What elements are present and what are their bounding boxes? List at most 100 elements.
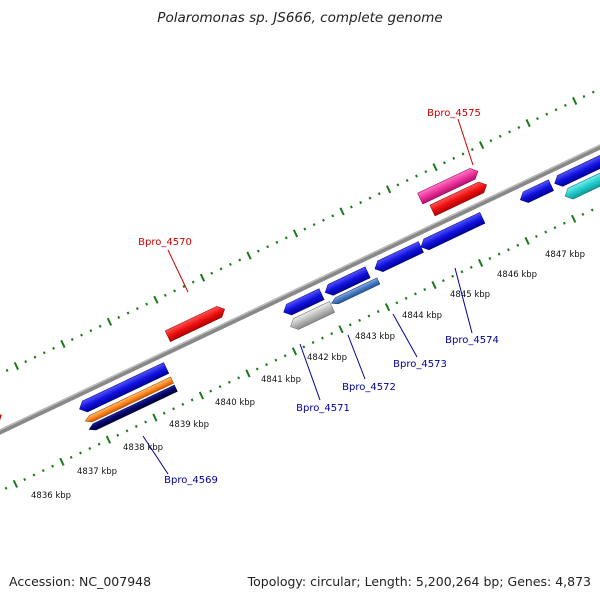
gene-label-bpro-4575[interactable]: Bpro_4575	[427, 108, 481, 119]
minor-tick-mark	[460, 270, 464, 274]
minor-tick-mark	[349, 205, 353, 209]
minor-tick-mark	[89, 329, 93, 333]
gene-label-bpro-4572[interactable]: Bpro_4572	[342, 382, 396, 393]
leader-line-bpro-4572	[347, 334, 366, 380]
minor-tick-mark	[414, 292, 417, 296]
gene-arrow-red-left[interactable]	[0, 410, 4, 465]
major-tick-mark	[246, 251, 252, 260]
minor-tick-mark	[173, 289, 176, 293]
kbp-label: 4841 kbp	[261, 375, 301, 385]
gene-arrow-bpro-4569-orange[interactable]	[84, 376, 174, 425]
minor-tick-mark	[395, 301, 399, 305]
minor-tick-mark	[508, 130, 511, 134]
major-tick-mark	[385, 185, 392, 194]
minor-tick-mark	[51, 464, 54, 468]
minor-tick-mark	[359, 201, 363, 205]
minor-tick-mark	[274, 358, 278, 362]
gene-label-bpro-4570[interactable]: Bpro_4570	[138, 237, 192, 248]
gene-arrow-bpro-4570[interactable]	[164, 304, 227, 342]
gene-arrow-cyan[interactable]	[563, 132, 600, 201]
kbp-label: 4842 kbp	[307, 353, 347, 363]
gene-labels: Bpro_4570 Bpro_4575 Bpro_4569 Bpro_4571 …	[138, 108, 499, 486]
gene-arrow-blue-1[interactable]	[77, 362, 170, 415]
minor-tick-mark	[498, 134, 502, 138]
major-tick-mark	[60, 339, 66, 348]
kbp-label: 4845 kbp	[450, 290, 490, 300]
minor-tick-mark	[507, 248, 510, 252]
major-tick-mark	[106, 317, 113, 326]
major-tick-mark	[572, 96, 578, 105]
minor-tick-mark	[275, 240, 279, 244]
minor-tick-mark	[517, 125, 521, 129]
gene-arrow-pink-right[interactable]	[417, 166, 481, 205]
minor-tick-mark	[256, 249, 260, 253]
minor-tick-mark	[284, 236, 288, 240]
minor-tick-mark	[311, 340, 315, 345]
minor-tick-mark	[404, 296, 408, 300]
gene-arrow-blue-2[interactable]	[281, 288, 325, 318]
genome-backbone	[0, 109, 600, 474]
major-tick-mark	[479, 141, 485, 150]
major-tick-mark	[245, 369, 251, 378]
minor-tick-mark	[451, 274, 455, 278]
minor-tick-mark	[544, 230, 548, 234]
minor-tick-mark	[330, 332, 334, 336]
minor-tick-mark	[98, 324, 102, 328]
minor-tick-mark	[302, 345, 306, 349]
minor-tick-mark	[97, 442, 101, 446]
gene-arrow-bpro-4575[interactable]	[429, 179, 489, 217]
major-tick-mark	[431, 281, 437, 290]
gene-label-bpro-4569[interactable]: Bpro_4569	[164, 475, 218, 486]
minor-tick-mark	[227, 380, 231, 384]
minor-tick-mark	[163, 293, 167, 297]
major-tick-mark	[152, 413, 158, 422]
gene-arrow-bpro-4569-navy[interactable]	[88, 384, 178, 433]
major-tick-mark	[291, 347, 298, 356]
gene-label-bpro-4571[interactable]: Bpro_4571	[296, 403, 350, 414]
leader-line-bpro-4574	[454, 267, 473, 334]
gene-arrow-bpro-4571[interactable]	[288, 301, 335, 332]
minor-tick-mark	[545, 112, 549, 116]
minor-tick-mark	[5, 368, 9, 372]
major-tick-mark	[339, 207, 345, 216]
gene-label-bpro-4574[interactable]: Bpro_4574	[445, 335, 499, 346]
minor-tick-mark	[423, 287, 427, 291]
gene-arrow-bpro-4572[interactable]	[330, 277, 381, 307]
gene-label-bpro-4573[interactable]: Bpro_4573	[393, 359, 447, 370]
minor-tick-mark	[405, 178, 409, 182]
minor-tick-mark	[368, 196, 372, 200]
minor-tick-mark	[516, 243, 520, 247]
minor-tick-mark	[322, 218, 325, 222]
minor-tick-mark	[145, 302, 149, 306]
minor-tick-mark	[563, 103, 567, 107]
minor-tick-mark	[4, 486, 8, 490]
minor-tick-mark	[331, 214, 335, 218]
minor-tick-mark	[358, 318, 362, 322]
minor-tick-mark	[126, 311, 130, 315]
gene-arrow-blue-3[interactable]	[323, 266, 371, 298]
minor-tick-mark	[582, 95, 586, 99]
gene-arrow-blue-6[interactable]	[552, 117, 600, 189]
minor-tick-mark	[238, 258, 242, 262]
minor-tick-mark	[117, 315, 121, 319]
minor-tick-mark	[312, 223, 316, 227]
minor-tick-mark	[255, 367, 259, 371]
gene-arrow-blue-4[interactable]	[372, 241, 424, 275]
minor-tick-mark	[32, 473, 36, 477]
major-tick-mark	[525, 118, 531, 128]
major-tick-mark	[199, 273, 206, 282]
major-tick-mark	[292, 229, 299, 238]
leader-line-bpro-4573	[392, 313, 418, 358]
gene-arrow-bpro-4574[interactable]	[418, 212, 486, 252]
minor-tick-mark	[33, 355, 37, 359]
kbp-label: 4843 kbp	[355, 332, 395, 342]
forward-genes	[0, 166, 489, 465]
minor-tick-mark	[581, 212, 585, 216]
minor-tick-mark	[218, 385, 222, 389]
minor-tick-mark	[24, 360, 28, 364]
gene-arrow-blue-5[interactable]	[518, 179, 554, 205]
minor-tick-mark	[415, 174, 418, 178]
minor-tick-mark	[534, 234, 538, 238]
major-tick-mark	[153, 295, 159, 304]
